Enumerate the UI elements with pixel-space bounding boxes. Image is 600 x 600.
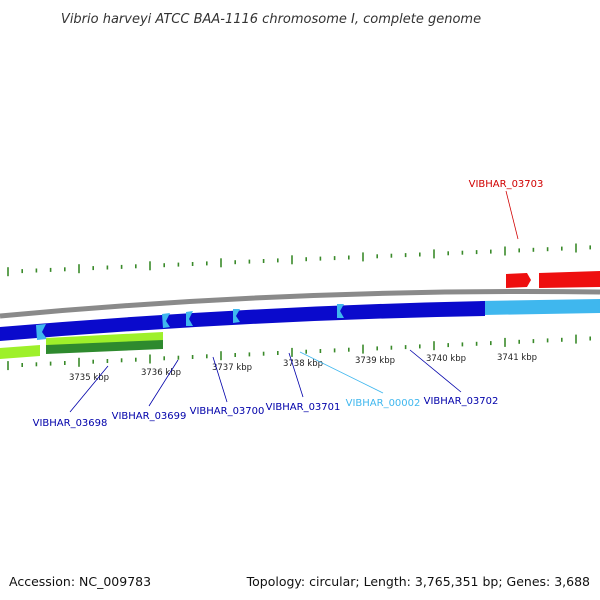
map-title: Vibrio harveyi ATCC BAA-1116 chromosome … (61, 12, 481, 27)
gene-separator-5 (337, 304, 344, 318)
genome-backbone (0, 289, 600, 319)
gene-label-vibhar-03702[interactable]: VIBHAR_03702 (424, 396, 499, 407)
gene-green-dark-2[interactable] (46, 340, 163, 354)
forward-strand-genes (506, 271, 600, 288)
kbp-label-3: 3737 kbp (212, 363, 252, 373)
gene-separator-2 (162, 313, 170, 328)
accession-text: Accession: NC_009783 (9, 574, 151, 589)
leader-line-vibhar-03700 (212, 356, 228, 403)
leader-line-vibhar-00002 (299, 351, 384, 394)
leader-line-vibhar-03701 (288, 352, 304, 398)
gene-label-vibhar-03698[interactable]: VIBHAR_03698 (33, 418, 108, 429)
gene-label-vibhar-03699[interactable]: VIBHAR_03699 (112, 411, 187, 422)
gene-separator-3 (186, 311, 193, 326)
reverse-strand-genes (0, 299, 600, 341)
leader-line-vibhar-03703 (505, 190, 519, 240)
gene-block-vibhar-03703[interactable] (539, 271, 600, 288)
kbp-label-2: 3736 kbp (141, 368, 181, 378)
kbp-label-5: 3739 kbp (355, 356, 395, 366)
kbp-label-6: 3740 kbp (426, 354, 466, 364)
kbp-label-7: 3741 kbp (497, 353, 537, 363)
gene-bar-light-blue[interactable] (480, 299, 600, 315)
gene-label-vibhar-03703[interactable]: VIBHAR_03703 (469, 179, 544, 190)
gene-label-vibhar-03701[interactable]: VIBHAR_03701 (266, 402, 341, 413)
green-genes (0, 332, 163, 359)
inner-tick-ring (7, 334, 592, 371)
leader-line-vibhar-03699 (148, 359, 179, 407)
gene-separator-4 (233, 309, 240, 323)
leader-line-vibhar-03702 (409, 349, 462, 393)
kbp-label-1: 3735 kbp (69, 373, 109, 383)
gene-label-vibhar-00002[interactable]: VIBHAR_00002 (346, 398, 421, 409)
scale-labels: 3735 kbp 3736 kbp 3737 kbp 3738 kbp 3739… (69, 353, 537, 383)
leader-line-vibhar-03698 (69, 365, 109, 413)
gene-label-vibhar-03700[interactable]: VIBHAR_03700 (190, 406, 265, 417)
gene-bar-dark-blue[interactable] (0, 301, 485, 341)
gene-labels: VIBHAR_03698 VIBHAR_03699 VIBHAR_03700 V… (33, 179, 544, 429)
gene-separator-1 (36, 324, 47, 340)
gene-green-light-1[interactable] (0, 345, 40, 359)
topology-text: Topology: circular; Length: 3,765,351 bp… (246, 574, 590, 589)
gene-arrow-vibhar-03703a[interactable] (506, 273, 531, 288)
kbp-label-4: 3738 kbp (283, 359, 323, 369)
outer-tick-ring (7, 243, 592, 277)
